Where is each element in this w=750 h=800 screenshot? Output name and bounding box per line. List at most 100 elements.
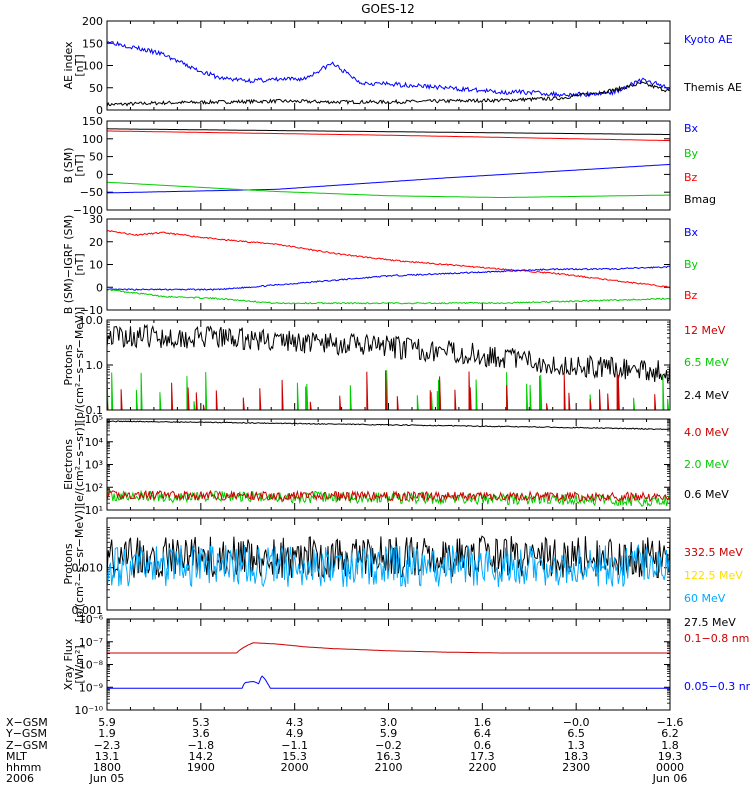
x-tick-label: 14.2 [189,750,214,763]
x-row-label: 2006 [6,772,34,785]
x-axis-labels: X−GSMY−GSMZ−GSMMLThhmm20065.91.9−2.313.1… [5,716,687,785]
y-tick-label: −10 [80,304,103,317]
panel-frame [106,319,671,411]
x-tick-label: 2100 [375,761,403,774]
y-tick-label: 10.0 [79,314,104,327]
legend-label: 0.6 MeV [684,488,729,501]
y-tick-label: 100 [82,60,103,73]
series-line-0 [107,40,670,98]
y-axis-label-line: [W/m²] [73,645,86,683]
series-line-0 [107,229,670,289]
x-tick-label: 2200 [468,761,496,774]
series-line-0 [107,642,670,654]
y-tick-label: 100 [82,133,103,146]
panel-frame [106,517,671,611]
y-tick-label: 10⁻¹⁰ [74,704,103,717]
y-tick-label: 200 [82,15,103,28]
y-axis-label-line: [nT] [73,253,86,275]
y-axis-label-line: Xray Flux [62,638,75,690]
y-tick-label: 0 [96,104,103,117]
y-tick-label: 0.001 [72,604,104,617]
x-tick-label: 1800 [93,761,121,774]
x-tick-label: 16.3 [376,750,401,763]
x-row-label: Y−GSM [5,727,47,740]
y-axis-label-line: [p/(cm²−s−sr−MeV)] [73,506,86,622]
y-tick-label: 150 [82,115,103,128]
y-tick-label: 10⁻⁶ [79,613,104,626]
panel-frame [106,20,671,111]
x-tick-label: 1.3 [567,739,585,752]
x-tick-label: −1.8 [187,739,214,752]
x-row-label: hhmm [6,761,41,774]
legend-label: By [684,258,699,271]
y-axis-label-line: Protons [62,543,75,584]
y-axis-label-line: B (SM) [62,147,75,183]
legend-label: 12 MeV [684,324,726,337]
x-tick-label: 5.3 [192,716,210,729]
x-tick-label: −0.2 [375,739,402,752]
y-axis-label: Protons[p/(cm²−s−sr−MeV)] [62,506,86,622]
x-tick-label: 13.1 [95,750,120,763]
series-line-2 [107,163,670,194]
y-axis-label-line: Electrons [62,439,75,490]
legend-label: 6.5 MeV [684,356,729,369]
y-tick-label: −50 [80,186,103,199]
x-tick-label: 6.4 [474,727,492,740]
series-line-2 [107,489,670,503]
x-tick-label: 19.3 [658,750,683,763]
legend-label: 332.5 MeV [684,546,743,559]
y-tick-label: 30 [89,213,103,226]
y-tick-label: 20 [89,236,103,249]
y-tick-label: −100 [73,204,103,217]
panel-7: 10⁻¹⁰ 10⁻⁹ 10⁻⁸ 10⁻⁷ 10⁻⁶ Xray Flux[W/m²] 0.1−… [62,613,750,717]
x-row-label: MLT [6,750,27,763]
x-tick-label: 1.6 [474,716,492,729]
legend-label: Bx [684,226,699,239]
series-line-3 [107,181,670,198]
y-tick-label: 10³ [85,459,103,472]
y-axis-label-line: [p/(cm²−s−sr−MeV)] [73,307,86,423]
legend-label: 4.0 MeV [684,426,729,439]
y-axis-label: AE index[nT] [62,41,86,90]
y-tick-label: 0.010 [72,562,104,575]
y-tick-label: 10 [89,259,103,272]
panel-frame [106,218,671,311]
x-tick-label: 4.9 [286,727,304,740]
x-tick-label: Jun 06 [652,772,688,785]
y-tick-label: 10¹ [85,504,103,517]
series-line-1 [107,543,670,588]
y-axis-label-line: B (SM)−IGRF (SM) [62,215,75,315]
x-tick-label: 0.6 [474,739,492,752]
y-axis-label-line: AE index [62,41,75,90]
y-axis-label: Electrons[e/(cm²−s−sr)] [62,423,86,506]
series-line-1 [107,265,670,291]
x-tick-label: 5.9 [98,716,116,729]
x-tick-label: 3.0 [380,716,398,729]
y-tick-label: 150 [82,37,103,50]
y-tick-label: 10⁴ [85,436,104,449]
panel-series [107,229,670,305]
x-tick-label: 1900 [187,761,215,774]
x-tick-label: 18.3 [564,750,589,763]
y-tick-label: 10⁻⁷ [79,636,103,649]
panel-series [107,128,670,198]
panel-series [107,420,670,507]
y-tick-label: 50 [89,151,103,164]
x-row-label: Z−GSM [6,739,48,752]
x-tick-label: 15.3 [282,750,307,763]
panel-series [107,323,670,410]
series-line-0 [107,128,670,135]
legend-label: 60 MeV [684,592,726,605]
legend-label: 2.4 MeV [684,389,729,402]
y-tick-label: 0 [96,281,103,294]
x-tick-label: 6.5 [567,727,585,740]
panel-series [107,535,670,588]
panel-frame [106,618,671,711]
x-tick-label: 5.9 [380,727,398,740]
